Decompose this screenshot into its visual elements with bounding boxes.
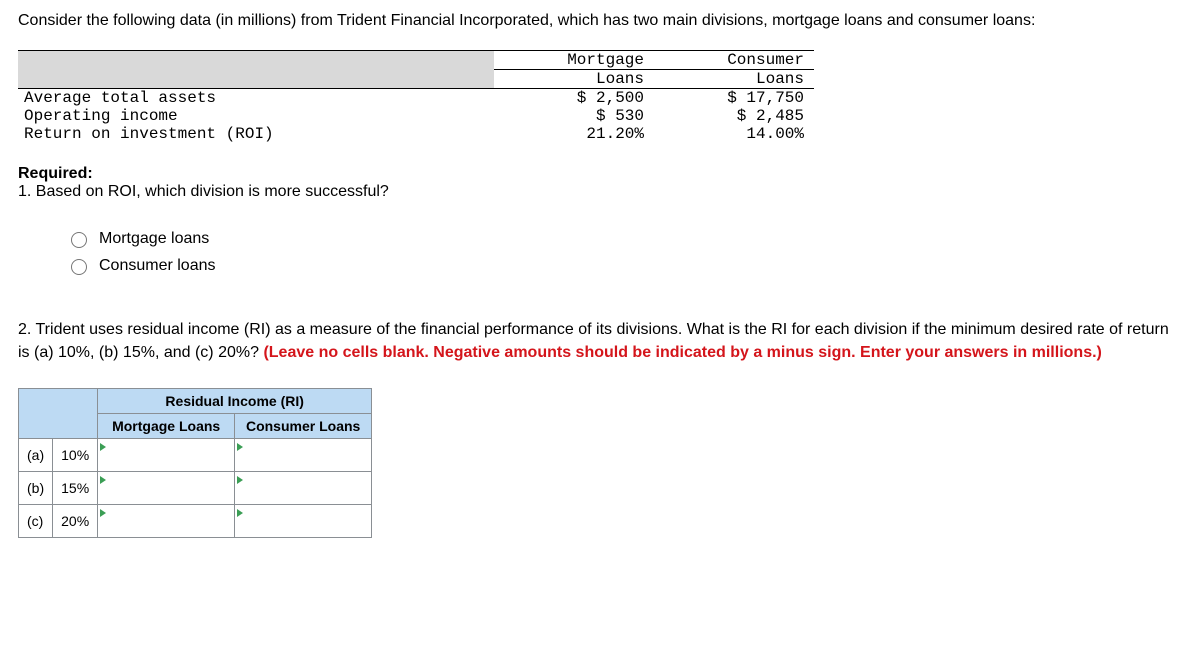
intro-text: Consider the following data (in millions… xyxy=(18,10,1182,32)
required-label: Required: xyxy=(18,165,1182,183)
data-row-2-c2: 14.00% xyxy=(654,125,814,143)
data-row-1-c2: $ 2,485 xyxy=(654,107,814,125)
ri-input-c-consumer[interactable] xyxy=(243,509,363,533)
ri-row-a-pct: 10% xyxy=(53,439,98,472)
q1-radio-group: Mortgage loans Consumer loans xyxy=(66,229,1182,275)
radio-mortgage-label: Mortgage loans xyxy=(99,230,209,248)
data-row-1-c1: $ 530 xyxy=(494,107,654,125)
ri-row-b-tag: (b) xyxy=(19,472,53,505)
q2-text-hint: (Leave no cells blank. Negative amounts … xyxy=(263,344,1101,361)
data-table-col2-header-l2: Loans xyxy=(654,70,814,89)
data-table-col1-header-l1: Mortgage xyxy=(494,51,654,70)
data-row-2-c1: 21.20% xyxy=(494,125,654,143)
ri-input-b-consumer[interactable] xyxy=(243,476,363,500)
data-row-0-c1: $ 2,500 xyxy=(494,89,654,108)
ri-input-a-consumer[interactable] xyxy=(243,443,363,467)
data-table: Mortgage Consumer Loans Loans Average to… xyxy=(18,50,814,143)
ri-col1-header: Mortgage Loans xyxy=(98,414,235,439)
radio-option-mortgage[interactable]: Mortgage loans xyxy=(66,229,1182,248)
ri-table: Residual Income (RI) Mortgage Loans Cons… xyxy=(18,388,372,538)
ri-row-c-tag: (c) xyxy=(19,505,53,538)
ri-input-b-mortgage[interactable] xyxy=(106,476,226,500)
q1-text: 1. Based on ROI, which division is more … xyxy=(18,183,1182,201)
radio-consumer-label: Consumer loans xyxy=(99,257,216,275)
data-table-col2-header-l1: Consumer xyxy=(654,51,814,70)
ri-input-a-mortgage[interactable] xyxy=(106,443,226,467)
ri-row-b-pct: 15% xyxy=(53,472,98,505)
data-row-2-label: Return on investment (ROI) xyxy=(18,125,494,143)
radio-mortgage-input[interactable] xyxy=(71,232,87,248)
ri-col2-header: Consumer Loans xyxy=(235,414,372,439)
radio-option-consumer[interactable]: Consumer loans xyxy=(66,256,1182,275)
data-row-0-label: Average total assets xyxy=(18,89,494,108)
q2-text: 2. Trident uses residual income (RI) as … xyxy=(18,319,1182,364)
data-row-1-label: Operating income xyxy=(18,107,494,125)
ri-corner xyxy=(19,389,98,439)
ri-top-header: Residual Income (RI) xyxy=(98,389,372,414)
ri-row-a-tag: (a) xyxy=(19,439,53,472)
ri-row-c-pct: 20% xyxy=(53,505,98,538)
data-table-col1-header-l2: Loans xyxy=(494,70,654,89)
ri-input-c-mortgage[interactable] xyxy=(106,509,226,533)
radio-consumer-input[interactable] xyxy=(71,259,87,275)
data-row-0-c2: $ 17,750 xyxy=(654,89,814,108)
